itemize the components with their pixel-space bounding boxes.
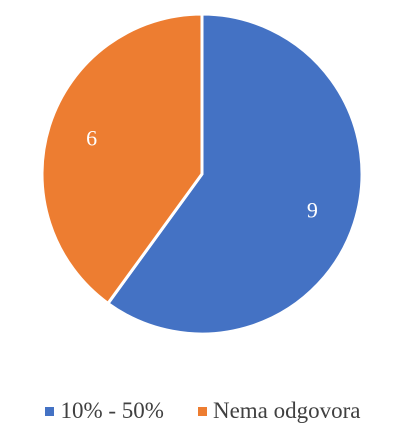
legend-swatch-nema-odgovora (198, 407, 207, 416)
legend: 10% - 50% Nema odgovora (0, 398, 406, 424)
legend-label-10-50: 10% - 50% (60, 398, 163, 424)
legend-item-10-50: 10% - 50% (45, 398, 163, 424)
legend-item-nema-odgovora: Nema odgovora (198, 398, 361, 424)
pie-data-label-1: 9 (307, 197, 318, 222)
pie-slices (42, 14, 362, 334)
legend-label-nema-odgovora: Nema odgovora (213, 398, 361, 424)
legend-swatch-10-50 (45, 407, 54, 416)
pie-data-label-2: 6 (86, 126, 97, 151)
